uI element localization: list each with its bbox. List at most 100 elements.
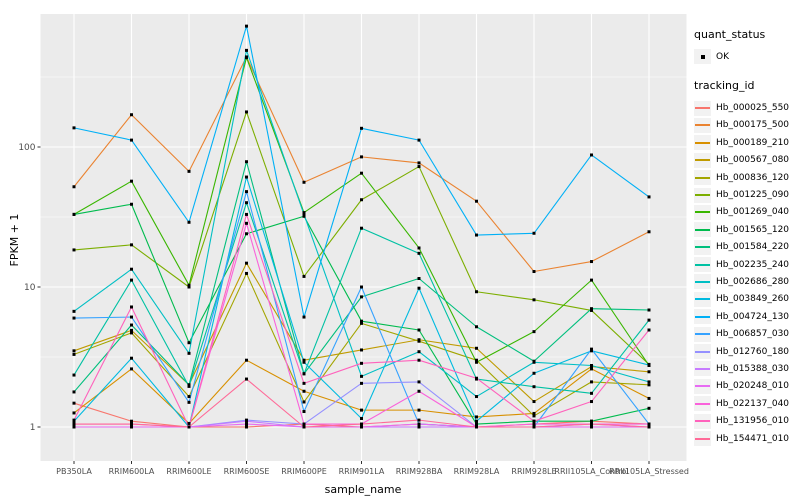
data-point xyxy=(360,226,363,230)
legend-item-label: Hb_001269_040 xyxy=(716,207,790,218)
data-point xyxy=(647,230,651,234)
data-point xyxy=(130,419,133,423)
legend-item-label: Hb_001565_120 xyxy=(716,224,790,235)
legend-key-line xyxy=(695,141,710,144)
data-point xyxy=(245,175,248,179)
data-point xyxy=(245,110,248,114)
x-tick-label: RRIM928LE xyxy=(511,467,556,476)
legend-item-label: Hb_000836_120 xyxy=(716,172,790,183)
data-point xyxy=(130,356,133,360)
data-point xyxy=(187,351,191,355)
data-point xyxy=(130,367,133,371)
data-point xyxy=(245,232,248,236)
data-point xyxy=(72,248,76,252)
data-point xyxy=(360,319,363,323)
data-point xyxy=(417,328,421,332)
data-point xyxy=(302,422,306,426)
data-point xyxy=(72,401,76,405)
data-point xyxy=(475,360,478,364)
legend-key-line xyxy=(695,333,710,336)
data-point xyxy=(72,349,76,353)
data-point xyxy=(130,315,133,319)
data-point xyxy=(360,381,363,385)
quant-status-legend: quant_status OK xyxy=(694,28,798,65)
data-point xyxy=(417,425,421,429)
x-tick-label: RRIM600LE xyxy=(166,467,211,476)
data-point xyxy=(417,161,421,165)
data-point xyxy=(187,384,191,388)
data-point xyxy=(532,385,536,389)
data-point xyxy=(245,261,248,265)
data-point xyxy=(302,400,306,404)
legend-item-Hb_001225_090: Hb_001225_090 xyxy=(694,186,798,203)
legend-item-Hb_001584_220: Hb_001584_220 xyxy=(694,239,798,256)
y-tick-label: 10 xyxy=(24,283,36,293)
legend-key-box xyxy=(694,274,711,290)
data-point xyxy=(590,367,593,371)
data-point xyxy=(647,425,651,429)
y-tick-label: 100 xyxy=(18,143,35,153)
data-point xyxy=(360,348,363,352)
data-point xyxy=(647,380,651,384)
data-point xyxy=(72,126,76,130)
legend-key-line xyxy=(695,437,710,440)
data-point xyxy=(302,211,306,215)
legend-item-Hb_022137_040: Hb_022137_040 xyxy=(694,395,798,412)
data-point xyxy=(245,201,248,205)
data-point xyxy=(302,381,306,385)
legend-item-Hb_020248_010: Hb_020248_010 xyxy=(694,378,798,395)
data-point xyxy=(417,350,421,354)
data-point xyxy=(590,400,593,404)
data-point xyxy=(187,220,191,224)
data-point xyxy=(647,383,651,387)
legend-item-label: Hb_004724_130 xyxy=(716,311,790,322)
data-point xyxy=(590,422,593,426)
data-point xyxy=(647,308,651,312)
legend-item-Hb_000567_080: Hb_000567_080 xyxy=(694,152,798,169)
data-point xyxy=(187,283,191,287)
x-axis-title: sample_name xyxy=(324,483,402,496)
data-point xyxy=(302,214,306,218)
data-point xyxy=(245,221,248,225)
legend-item-label: Hb_003849_260 xyxy=(716,294,790,305)
legend-item-label: Hb_012760_180 xyxy=(716,346,790,357)
plot-panel xyxy=(40,14,687,461)
legend-item-Hb_002686_280: Hb_002686_280 xyxy=(694,273,798,290)
data-point xyxy=(72,352,76,356)
data-point xyxy=(475,358,478,362)
legend-item-Hb_000175_500: Hb_000175_500 xyxy=(694,117,798,134)
tracking-id-legend: tracking_id Hb_000025_550 Hb_000175_500 Hb… xyxy=(694,79,798,447)
x-tick-label: RRII105LA_Control xyxy=(554,467,628,476)
legend-key-box xyxy=(694,361,711,377)
data-point xyxy=(360,295,363,299)
data-point xyxy=(360,285,363,289)
legend-key-box xyxy=(694,413,711,429)
data-point xyxy=(590,308,593,312)
data-point xyxy=(130,305,133,309)
legend-key-box xyxy=(694,344,711,360)
data-point xyxy=(475,395,478,399)
legend-key-line xyxy=(695,280,710,283)
legend-item-label: OK xyxy=(716,51,729,62)
data-point xyxy=(417,286,421,290)
data-point xyxy=(187,395,191,399)
data-point xyxy=(417,418,421,422)
legend-item-Hb_154471_010: Hb_154471_010 xyxy=(694,430,798,447)
data-point xyxy=(532,414,536,418)
legend-key-line xyxy=(695,228,710,231)
legend-key-line xyxy=(695,211,710,214)
data-point xyxy=(130,425,133,429)
data-point xyxy=(647,195,651,199)
legend-item-Hb_012760_180: Hb_012760_180 xyxy=(694,343,798,360)
data-point xyxy=(475,346,478,350)
ok-point-icon xyxy=(700,54,705,59)
data-point xyxy=(360,155,363,159)
legend-key-box xyxy=(694,49,711,65)
data-point xyxy=(130,323,133,327)
legend-key-line xyxy=(695,298,710,301)
legend-key-line xyxy=(695,159,710,162)
legend-key-box xyxy=(694,257,711,273)
legend-item-label: Hb_131956_010 xyxy=(716,416,790,427)
data-point xyxy=(130,179,133,183)
tracking-id-legend-title: tracking_id xyxy=(694,79,755,93)
